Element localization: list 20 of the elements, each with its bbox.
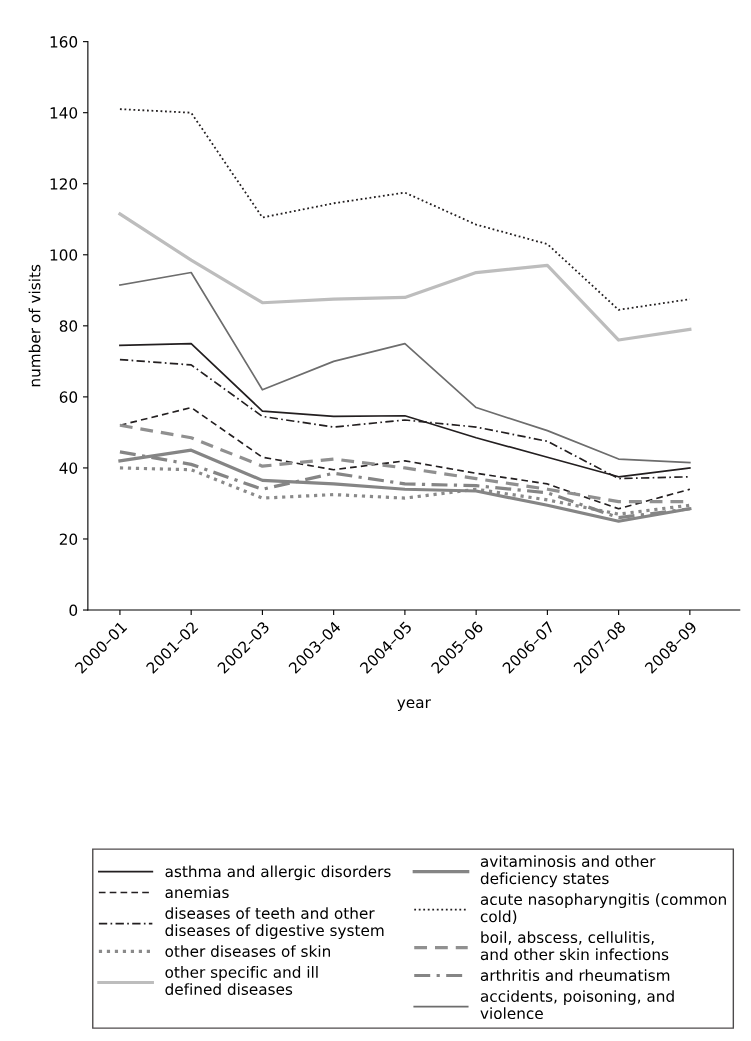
legend-label: other diseases of skin xyxy=(165,945,330,958)
y-tick-label: 120 xyxy=(50,178,78,190)
y-tick-label: 140 xyxy=(50,107,78,119)
legend-label: arthritis and rheumatism xyxy=(480,969,670,982)
y-tick-label: 160 xyxy=(50,36,78,48)
y-tick-label: 60 xyxy=(59,391,78,403)
line-series xyxy=(119,271,691,464)
x-axis-title: year xyxy=(397,699,431,712)
legend-label: other specific and ill defined diseases xyxy=(165,966,318,996)
y-tick-label: 80 xyxy=(59,320,78,332)
legend-label: anemias xyxy=(165,886,229,899)
line-series xyxy=(118,212,692,342)
y-tick-label: 40 xyxy=(59,462,78,474)
y-tick-label: 20 xyxy=(59,533,78,545)
y-tick-label: 0 xyxy=(69,604,78,617)
legend-label: accidents, poisoning, and violence xyxy=(480,990,674,1020)
y-axis-title: number of visits xyxy=(28,264,41,387)
legend-label: asthma and allergic disorders xyxy=(165,865,391,881)
legend-label: acute nasopharyngitis (common cold) xyxy=(480,893,726,924)
y-tick-label: 100 xyxy=(50,249,78,261)
